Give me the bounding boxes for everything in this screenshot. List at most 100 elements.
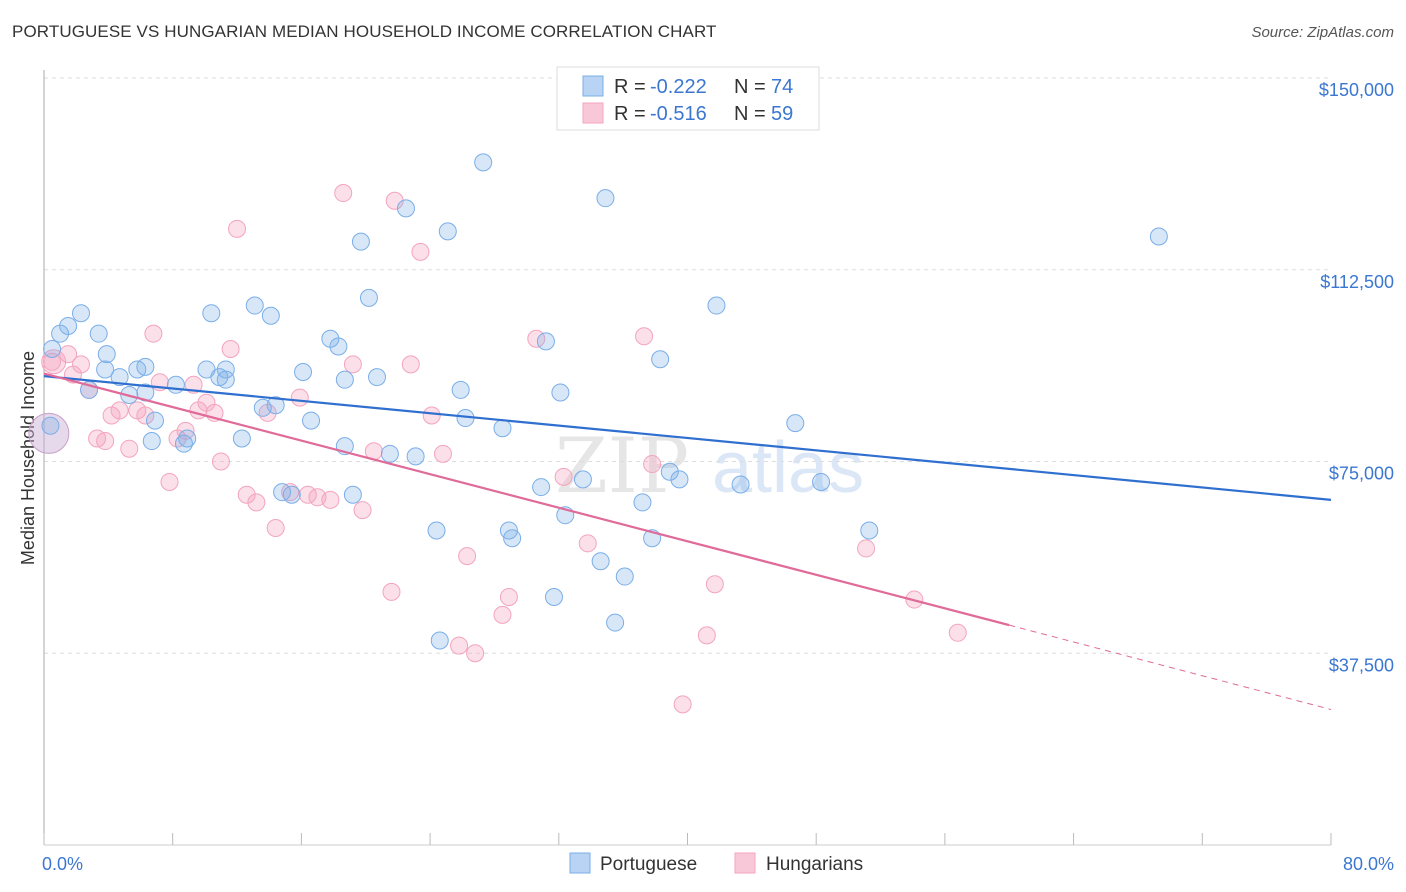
legend-swatch-hungarians [582, 102, 604, 124]
legend: R = -0.222 N = 74 R = -0.516 N = 59 [556, 66, 820, 131]
portuguese-point [1149, 227, 1168, 246]
portuguese-point [368, 368, 387, 387]
legend-r-hungarians: -0.516 [650, 103, 707, 125]
portuguese-point [335, 370, 354, 389]
hungarians-point [96, 432, 115, 451]
hungarians-point [110, 401, 129, 420]
bottom-legend-swatch-portuguese [569, 852, 591, 874]
portuguese-point [651, 350, 670, 369]
hungarians-point [382, 582, 401, 601]
hungarians-point [334, 184, 353, 203]
bottom-legend: Portuguese Hungarians [569, 852, 863, 875]
portuguese-point [430, 631, 449, 650]
hungarians-point [247, 493, 266, 512]
portuguese-point [786, 414, 805, 433]
y-tick-label: $37,500 [1329, 655, 1394, 675]
portuguese-point [232, 429, 251, 448]
hungarians-point [144, 324, 163, 343]
portuguese-point [146, 411, 165, 430]
trend-lines [43, 372, 1332, 710]
hungarians-point [422, 406, 441, 425]
hungarians-point [401, 355, 420, 374]
hungarians-point [466, 644, 485, 663]
portuguese-trend-line [43, 375, 1332, 501]
hungarians-point [221, 340, 240, 359]
hungarians-point [43, 352, 62, 371]
legend-swatch-portuguese [582, 75, 604, 97]
watermark-atlas: atlas [712, 428, 864, 508]
portuguese-point [493, 419, 512, 438]
portuguese-point [329, 337, 348, 356]
portuguese-point [503, 529, 522, 548]
legend-r-label-portuguese: R = [614, 76, 646, 98]
hungarians-point [705, 575, 724, 594]
portuguese-point [812, 472, 831, 491]
portuguese-point [544, 588, 563, 607]
portuguese-point [670, 470, 689, 489]
portuguese-point [380, 444, 399, 463]
portuguese-point [343, 485, 362, 504]
portuguese-point [110, 368, 129, 387]
portuguese-point [245, 296, 264, 315]
hungarians-point [673, 695, 692, 714]
hungarians-point [290, 388, 309, 407]
portuguese-point [633, 493, 652, 512]
y-tick-label: $112,500 [1320, 272, 1394, 292]
portuguese-point [142, 432, 161, 451]
portuguese-point [406, 447, 425, 466]
hungarians-point [578, 534, 597, 553]
source-label: Source: ZipAtlas.com [1251, 24, 1394, 41]
hungarians-trend-line [43, 372, 1010, 627]
portuguese-point [474, 153, 493, 172]
portuguese-point [351, 232, 370, 251]
x-tick-label-min: 0.0% [42, 854, 83, 874]
portuguese-point [551, 383, 570, 402]
y-axis-label: Median Household Income [18, 351, 38, 565]
portuguese-point [174, 434, 193, 453]
portuguese-point [451, 380, 470, 399]
hungarians-point [499, 588, 518, 607]
hungarians-point [136, 406, 155, 425]
portuguese-point [59, 316, 78, 335]
portuguese-point [43, 340, 62, 359]
portuguese-point [438, 222, 457, 241]
hungarians-point [321, 490, 340, 509]
hungarians-point [266, 518, 285, 537]
hungarians-point [59, 345, 78, 364]
hungarians-point [697, 626, 716, 645]
x-ticks [43, 833, 1332, 845]
portuguese-point [615, 567, 634, 586]
legend-n-label-hungarians: N = [734, 103, 766, 125]
legend-n-label-portuguese: N = [734, 76, 766, 98]
hungarians-point [211, 452, 230, 471]
hungarians-point [160, 472, 179, 491]
y-tick-label: $150,000 [1319, 80, 1394, 100]
hungarians-point [948, 623, 967, 642]
portuguese-point [591, 552, 610, 571]
portuguese-point [294, 363, 313, 382]
portuguese-point [536, 332, 555, 351]
y-tick-labels: $37,500 $75,000 $112,500 $150,000 [1319, 80, 1394, 675]
portuguese-point [302, 411, 321, 430]
chart-title: PORTUGUESE VS HUNGARIAN MEDIAN HOUSEHOLD… [12, 22, 717, 41]
portuguese-point [427, 521, 446, 540]
portuguese-point [359, 288, 378, 307]
hungarians-trend-extension [1009, 624, 1332, 710]
y-tick-label: $75,000 [1329, 464, 1394, 484]
hungarians-point [635, 327, 654, 346]
portuguese-point [606, 613, 625, 632]
legend-r-portuguese: -0.222 [650, 76, 707, 98]
portuguese-point [261, 306, 280, 325]
hungarians-point [353, 501, 372, 520]
hungarians-point [343, 355, 362, 374]
portuguese-point [89, 324, 108, 343]
bottom-legend-swatch-hungarians [734, 852, 756, 874]
portuguese-point [136, 357, 155, 376]
portuguese-point [216, 370, 235, 389]
portuguese-point [96, 360, 115, 379]
x-tick-label-max: 80.0% [1343, 854, 1394, 874]
portuguese-point [282, 485, 301, 504]
portuguese-point [202, 304, 221, 323]
portuguese-point [660, 462, 679, 481]
